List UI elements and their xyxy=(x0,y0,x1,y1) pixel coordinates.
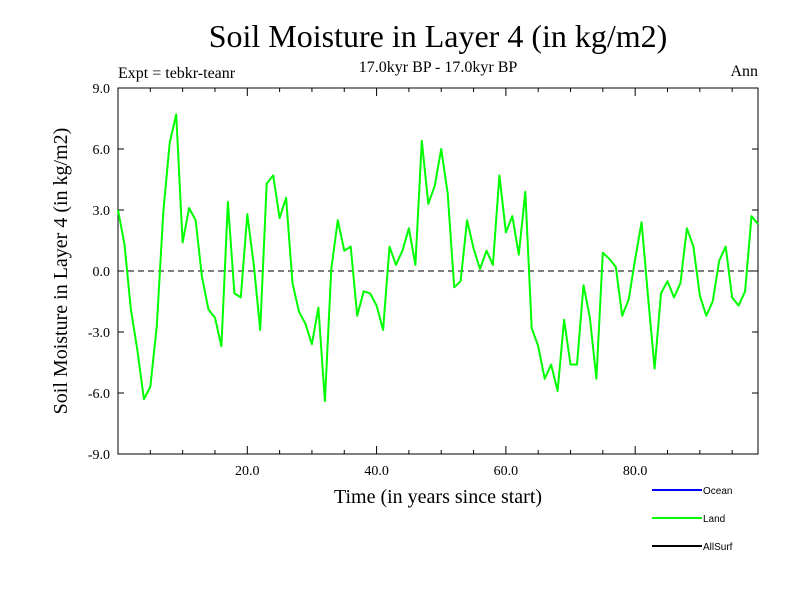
y-axis-label: Soil Moisture in Layer 4 (in kg/m2) xyxy=(50,128,72,415)
series-line-land xyxy=(117,113,759,403)
x-axis-ticks: 20.0 40.0 60.0 80.0 xyxy=(149,88,733,479)
legend-label-ocean: Ocean xyxy=(703,486,732,497)
x-tick-label-0: 20.0 xyxy=(235,464,260,479)
y-tick-label-3: 0.0 xyxy=(93,265,111,280)
y-tick-label-1: 6.0 xyxy=(93,143,111,158)
y-tick-label-0: 9.0 xyxy=(93,82,111,97)
legend: Ocean Land AllSurf xyxy=(652,486,733,553)
season-label: Ann xyxy=(730,63,758,80)
legend-label-allsurf: AllSurf xyxy=(703,542,733,553)
series-layer xyxy=(117,113,759,403)
y-axis-ticks: 9.0 6.0 3.0 0.0 -3.0 -6.0 -9.0 xyxy=(88,82,758,463)
y-tick-label-5: -6.0 xyxy=(88,387,110,402)
experiment-label: Expt = tebkr-teanr xyxy=(118,65,236,82)
x-tick-label-1: 40.0 xyxy=(364,464,389,479)
x-axis-label: Time (in years since start) xyxy=(334,486,542,508)
chart-title: Soil Moisture in Layer 4 (in kg/m2) xyxy=(209,18,668,54)
x-tick-label-3: 80.0 xyxy=(623,464,648,479)
legend-label-land: Land xyxy=(703,514,725,525)
y-tick-label-6: -9.0 xyxy=(88,448,110,463)
x-tick-label-2: 60.0 xyxy=(494,464,519,479)
y-tick-label-2: 3.0 xyxy=(93,204,111,219)
chart-subtitle: 17.0kyr BP - 17.0kyr BP xyxy=(359,59,518,76)
y-tick-label-4: -3.0 xyxy=(88,326,110,341)
